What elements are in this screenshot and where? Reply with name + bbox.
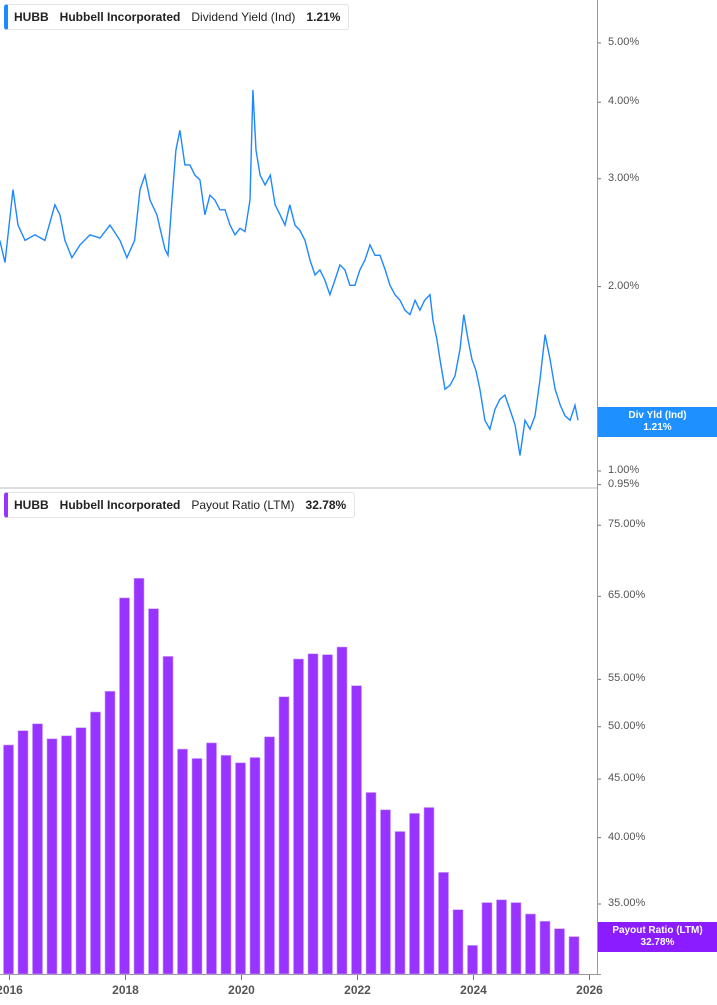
payout-bar bbox=[365, 792, 377, 975]
payout-bar bbox=[177, 748, 188, 975]
payout-bar bbox=[351, 685, 362, 975]
payout-ratio-tag: Payout Ratio (LTM) 32.78% bbox=[598, 922, 717, 952]
y-tick-label: 2.00% bbox=[608, 279, 640, 292]
y-tick-label: 5.00% bbox=[608, 35, 640, 48]
payout-bar bbox=[394, 831, 406, 975]
payout-bar bbox=[148, 608, 159, 975]
y-tick-label: 3.00% bbox=[608, 171, 640, 184]
tag-value: 1.21% bbox=[643, 422, 672, 433]
payout-bar bbox=[525, 913, 536, 975]
legend-company: Hubbell Incorporated bbox=[59, 498, 181, 512]
tag-label: Div Yld (Ind) bbox=[628, 410, 687, 421]
legend-metric: Payout Ratio (LTM) bbox=[191, 498, 295, 512]
payout-bar bbox=[481, 902, 493, 975]
payout-bar bbox=[307, 653, 319, 975]
y-tick-label: 50.00% bbox=[608, 719, 646, 732]
y-tick-label: 55.00% bbox=[608, 672, 646, 685]
x-tick-label: 2016 bbox=[0, 983, 23, 997]
payout-bar bbox=[568, 936, 580, 975]
axis-ticks bbox=[9, 42, 601, 980]
payout-bar bbox=[496, 899, 507, 975]
payout-bar bbox=[539, 920, 551, 975]
payout-bar bbox=[162, 656, 174, 975]
payout-bar bbox=[409, 813, 420, 975]
payout-bar bbox=[119, 597, 130, 975]
legend-metric: Dividend Yield (Ind) bbox=[191, 10, 296, 24]
y-tick-label: 4.00% bbox=[608, 95, 640, 108]
x-tick-label: 2020 bbox=[228, 983, 255, 997]
payout-bar bbox=[467, 945, 478, 975]
payout-bars bbox=[3, 577, 580, 975]
payout-bar bbox=[235, 762, 246, 975]
payout-bar bbox=[322, 654, 333, 975]
payout-bar bbox=[75, 727, 87, 975]
payout-bar bbox=[249, 757, 261, 975]
payout-bar bbox=[278, 696, 290, 975]
payout-bar bbox=[46, 738, 58, 975]
x-tick-label: 2018 bbox=[112, 983, 139, 997]
x-tick-label: 2022 bbox=[344, 983, 371, 997]
tag-label: Payout Ratio (LTM) bbox=[612, 925, 703, 936]
y-tick-label: 45.00% bbox=[608, 772, 646, 785]
payout-bar bbox=[206, 742, 217, 975]
payout-bar bbox=[293, 658, 304, 975]
y-tick-label: 0.95% bbox=[608, 477, 640, 490]
payout-bar bbox=[104, 690, 116, 975]
y-tick-label: 65.00% bbox=[608, 589, 646, 602]
dividend-yield-line bbox=[0, 89, 579, 456]
y-tick-label: 1.00% bbox=[608, 464, 640, 476]
payout-bar bbox=[380, 809, 391, 975]
payout-bar bbox=[191, 758, 203, 975]
payout-bar bbox=[554, 928, 565, 975]
payout-bar bbox=[336, 646, 348, 975]
x-tick-label: 2026 bbox=[576, 983, 603, 997]
tag-value: 32.78% bbox=[640, 937, 675, 948]
dividend-legend: HUBB Hubbell Incorporated Dividend Yield… bbox=[4, 4, 350, 30]
payout-bar bbox=[452, 909, 464, 975]
y-tick-label: 40.00% bbox=[608, 830, 646, 843]
legend-value: 32.78% bbox=[305, 498, 347, 512]
y-tick-label: 35.00% bbox=[608, 897, 646, 909]
payout-bar bbox=[423, 807, 435, 975]
payout-legend: HUBB Hubbell Incorporated Payout Ratio (… bbox=[4, 492, 356, 518]
payout-bar bbox=[133, 577, 145, 975]
y-tick-label: 75.00% bbox=[608, 518, 646, 531]
payout-bar bbox=[3, 744, 14, 975]
payout-bar bbox=[264, 736, 275, 975]
payout-bar bbox=[510, 902, 522, 975]
legend-ticker: HUBB bbox=[14, 10, 49, 24]
payout-bar bbox=[61, 735, 72, 975]
legend-company: Hubbell Incorporated bbox=[59, 10, 181, 24]
payout-bar bbox=[32, 723, 43, 975]
x-tick-label: 2024 bbox=[460, 983, 487, 997]
payout-bar bbox=[17, 730, 29, 975]
payout-bar bbox=[220, 755, 232, 975]
legend-value: 1.21% bbox=[306, 10, 341, 24]
payout-bar bbox=[438, 872, 449, 975]
payout-bar bbox=[90, 711, 101, 975]
dividend-yield-tag: Div Yld (Ind) 1.21% bbox=[598, 407, 717, 437]
legend-ticker: HUBB bbox=[14, 498, 49, 512]
